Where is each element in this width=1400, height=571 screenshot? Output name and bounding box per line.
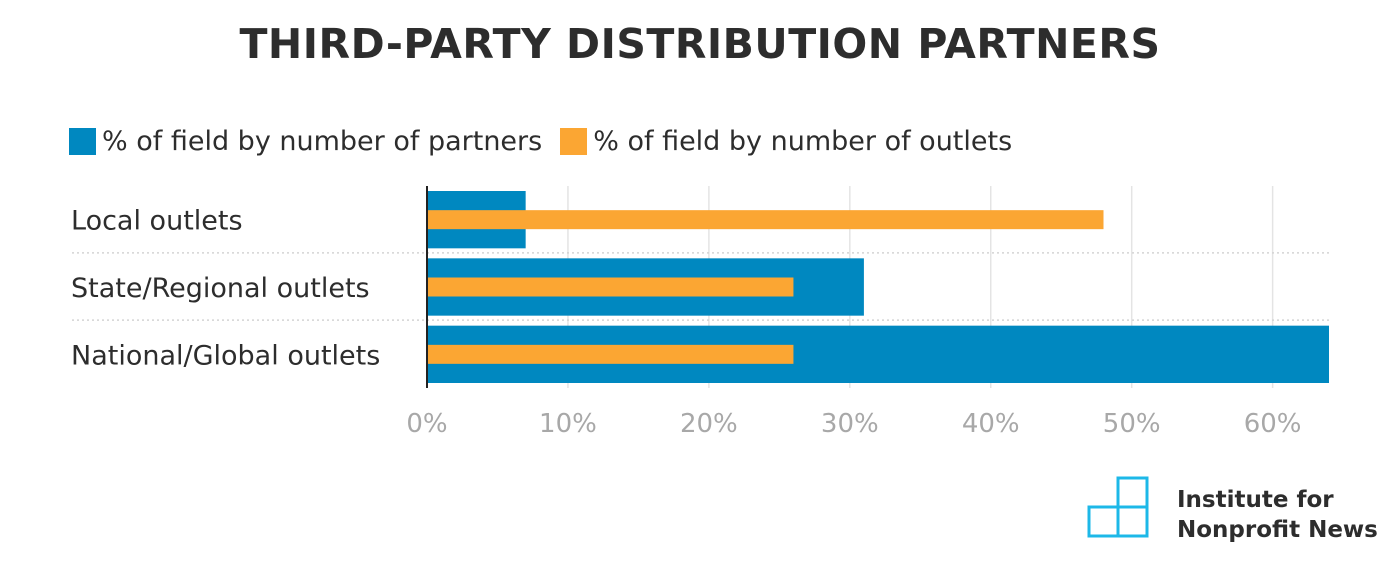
chart-legend: % of field by number of partners % of fi… [69,126,1030,157]
bar-outlets-2 [427,344,794,364]
legend-swatch-outlets [560,128,588,155]
inn-logo-line1: Institute for [1177,487,1334,513]
chart-title: THIRD-PARTY DISTRIBUTION PARTNERS [239,20,1161,68]
inn-logo-icon [1087,476,1149,538]
x-tick-label-1: 10% [539,409,597,439]
x-tick-label-6: 60% [1244,409,1302,439]
bar-outlets-0 [427,210,1104,230]
category-label-2: National/Global outlets [71,340,380,371]
legend-label-partners: % of field by number of partners [102,126,543,157]
x-tick-label-2: 20% [680,409,738,439]
x-tick-label-0: 0% [406,409,447,439]
legend-label-outlets: % of field by number of outlets [593,126,1013,157]
x-tick-label-3: 30% [821,409,879,439]
legend-item-partners: % of field by number of partners [69,126,542,157]
legend-swatch-partners [69,128,96,155]
category-label-1: State/Regional outlets [71,273,370,304]
bar-outlets-1 [427,277,794,297]
x-tick-label-5: 50% [1103,409,1161,439]
inn-logo [1086,476,1150,540]
legend-item-outlets: % of field by number of outlets [560,126,1012,157]
x-tick-label-4: 40% [962,409,1020,439]
inn-logo-text: Institute for Nonprofit News [1177,485,1378,545]
category-label-0: Local outlets [71,206,243,237]
inn-logo-line2: Nonprofit News [1177,517,1378,543]
